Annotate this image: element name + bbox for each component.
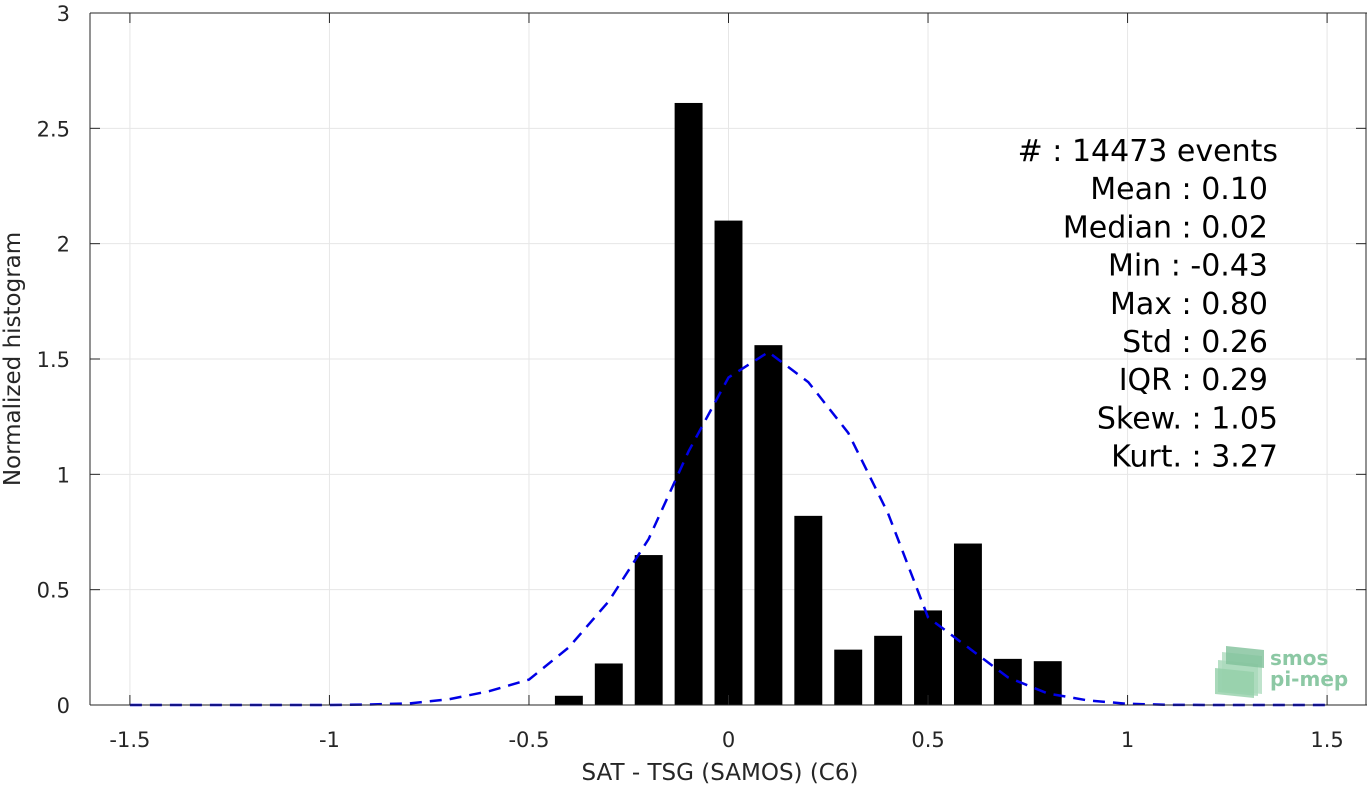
axes xyxy=(89,12,1367,706)
y-tick-label: 0 xyxy=(57,694,70,718)
histogram-bar xyxy=(914,610,942,705)
histogram-bar xyxy=(754,345,783,705)
stats-label: Median xyxy=(1063,210,1182,245)
histogram-bar xyxy=(674,102,703,705)
histogram-bar xyxy=(834,649,863,705)
stats-value: : -0.43 xyxy=(1171,249,1268,284)
y-tick-label: 2 xyxy=(57,233,70,257)
stats-label: Max xyxy=(1110,287,1182,322)
y-axis-label: Normalized histogram xyxy=(0,232,26,486)
histogram-bar xyxy=(1033,661,1062,705)
stats-label: IQR xyxy=(1119,363,1182,398)
stats-value: : 1.05 xyxy=(1192,401,1278,436)
logo-line-2: pi-mep xyxy=(1270,667,1348,691)
tick-labels: -1.5 -1 -0.5 0 0.5 1 1.5 0 0.5 1 1.5 2 2.5 3 xyxy=(37,2,1344,752)
y-tick-label: 3 xyxy=(57,2,70,26)
stats-value: : 0.80 xyxy=(1182,287,1268,322)
smos-pimep-logo: smos pi-mep xyxy=(1215,646,1348,698)
x-tick-label: 1.5 xyxy=(1310,728,1343,752)
stats-value: : 14473 events xyxy=(1052,134,1278,169)
stats-line: Kurt. : 3.27 xyxy=(1111,440,1278,475)
histogram-bar xyxy=(794,515,823,705)
stats-line: Min : -0.43 xyxy=(1108,249,1268,284)
stats-label: Std xyxy=(1122,325,1181,360)
stats-line: Std : 0.26 xyxy=(1122,325,1268,360)
histogram-bar xyxy=(874,635,903,705)
y-tick-label: 1.5 xyxy=(37,348,70,372)
x-tick-label: 1 xyxy=(1121,728,1134,752)
histogram-bar xyxy=(953,543,982,705)
stats-line: Mean : 0.10 xyxy=(1090,172,1268,207)
stats-value: : 0.10 xyxy=(1182,172,1268,207)
x-tick-label: 0 xyxy=(722,728,735,752)
stats-line: Max : 0.80 xyxy=(1110,287,1268,322)
stats-label: Skew. xyxy=(1097,401,1192,436)
histogram-bar xyxy=(714,220,743,705)
fit-curve xyxy=(129,350,1328,707)
stats-line: Median : 0.02 xyxy=(1063,210,1268,245)
histogram-bar xyxy=(594,663,623,705)
x-axis-label: SAT - TSG (SAMOS) (C6) xyxy=(582,760,859,785)
y-tick-label: 1 xyxy=(57,463,70,487)
stats-label: Kurt. xyxy=(1111,440,1191,475)
x-tick-label: -1 xyxy=(319,728,340,752)
y-tick-label: 2.5 xyxy=(37,117,70,141)
fit-curve-layer xyxy=(129,350,1328,707)
stats-value: : 0.26 xyxy=(1182,325,1268,360)
x-tick-label: 0.5 xyxy=(911,728,944,752)
stats-value: : 3.27 xyxy=(1192,440,1278,475)
x-tick-label: -1.5 xyxy=(109,728,150,752)
stats-line: IQR : 0.29 xyxy=(1119,363,1268,398)
stats-line: # : 14473 events xyxy=(1018,134,1278,169)
y-tick-label: 0.5 xyxy=(37,579,70,603)
logo-line-1: smos xyxy=(1270,646,1328,670)
histogram-bar xyxy=(634,555,663,705)
histogram-bar xyxy=(554,695,583,705)
stats-value: : 0.02 xyxy=(1182,210,1268,245)
stats-value: : 0.29 xyxy=(1182,363,1268,398)
stats-label: Min xyxy=(1108,249,1171,284)
stats-label: Mean xyxy=(1090,172,1181,207)
logo-graphic-icon xyxy=(1215,646,1264,698)
stats-label: # xyxy=(1018,134,1053,169)
x-tick-label: -0.5 xyxy=(508,728,549,752)
stats-line: Skew. : 1.05 xyxy=(1097,401,1278,436)
histogram-bars xyxy=(554,102,1062,705)
